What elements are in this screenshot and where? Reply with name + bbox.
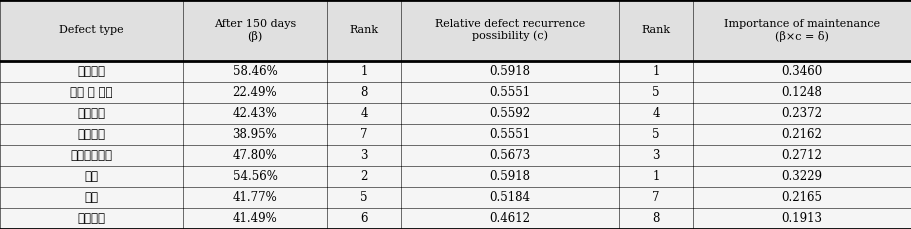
Text: 58.46%: 58.46%: [232, 65, 277, 78]
Text: 들뜨: 들뜨: [85, 170, 98, 183]
Text: 0.4612: 0.4612: [489, 212, 530, 225]
Text: 고정불량: 고정불량: [77, 107, 106, 120]
Bar: [693, 0, 911, 61]
Text: 0.2162: 0.2162: [782, 128, 823, 141]
Text: 개페불량: 개페불량: [77, 65, 106, 78]
Bar: [327, 0, 401, 61]
Text: Rank: Rank: [641, 25, 670, 35]
Bar: [183, 0, 327, 61]
Bar: [0, 82, 911, 103]
Text: 1: 1: [652, 65, 660, 78]
Text: 0.5184: 0.5184: [489, 191, 530, 204]
Text: 4: 4: [652, 107, 660, 120]
Text: Defect type: Defect type: [59, 25, 124, 35]
Text: 5: 5: [652, 86, 660, 99]
Text: 7: 7: [652, 191, 660, 204]
Text: 41.49%: 41.49%: [232, 212, 277, 225]
Text: 수직수평불량: 수직수평불량: [70, 149, 113, 162]
Text: 0.5673: 0.5673: [489, 149, 530, 162]
Text: 4: 4: [360, 107, 368, 120]
Text: 0.5551: 0.5551: [489, 128, 530, 141]
Bar: [0, 103, 911, 124]
Text: 54.56%: 54.56%: [232, 170, 278, 183]
Text: 42.43%: 42.43%: [232, 107, 277, 120]
Text: 47.80%: 47.80%: [232, 149, 277, 162]
Text: 8: 8: [360, 86, 368, 99]
Text: Importance of maintenance
(β×c = δ): Importance of maintenance (β×c = δ): [724, 19, 880, 42]
Text: 0.2165: 0.2165: [782, 191, 823, 204]
Text: 2: 2: [360, 170, 368, 183]
Text: 파솔: 파솔: [85, 191, 98, 204]
Text: 코킹불량: 코킹불량: [77, 128, 106, 141]
Text: 0.1248: 0.1248: [782, 86, 823, 99]
Text: Relative defect recurrence
possibility (c): Relative defect recurrence possibility (…: [435, 19, 585, 41]
Text: 0.5551: 0.5551: [489, 86, 530, 99]
Bar: [619, 0, 693, 61]
Text: 지힙 및 글힙: 지힙 및 글힙: [70, 86, 113, 99]
Bar: [0, 0, 183, 61]
Text: 8: 8: [652, 212, 660, 225]
Text: 0.1913: 0.1913: [782, 212, 823, 225]
Text: 3: 3: [652, 149, 660, 162]
Text: 0.2372: 0.2372: [782, 107, 823, 120]
Text: 0.3229: 0.3229: [782, 170, 823, 183]
Text: 잠금불량: 잠금불량: [77, 212, 106, 225]
Text: Rank: Rank: [349, 25, 378, 35]
Bar: [0, 145, 911, 166]
Text: 41.77%: 41.77%: [232, 191, 277, 204]
Text: 0.5918: 0.5918: [489, 170, 530, 183]
Text: 1: 1: [652, 170, 660, 183]
Text: 0.5592: 0.5592: [489, 107, 530, 120]
Text: 5: 5: [360, 191, 368, 204]
Text: 22.49%: 22.49%: [232, 86, 277, 99]
Text: 0.2712: 0.2712: [782, 149, 823, 162]
Text: 1: 1: [360, 65, 368, 78]
Bar: [401, 0, 619, 61]
Bar: [0, 124, 911, 145]
Text: 0.3460: 0.3460: [782, 65, 823, 78]
Text: 38.95%: 38.95%: [232, 128, 277, 141]
Text: 3: 3: [360, 149, 368, 162]
Text: After 150 days
(β): After 150 days (β): [214, 19, 296, 42]
Text: 0.5918: 0.5918: [489, 65, 530, 78]
Bar: [0, 61, 911, 82]
Text: 6: 6: [360, 212, 368, 225]
Text: 5: 5: [652, 128, 660, 141]
Bar: [0, 166, 911, 187]
Text: 7: 7: [360, 128, 368, 141]
Bar: [0, 208, 911, 229]
Bar: [0, 187, 911, 208]
